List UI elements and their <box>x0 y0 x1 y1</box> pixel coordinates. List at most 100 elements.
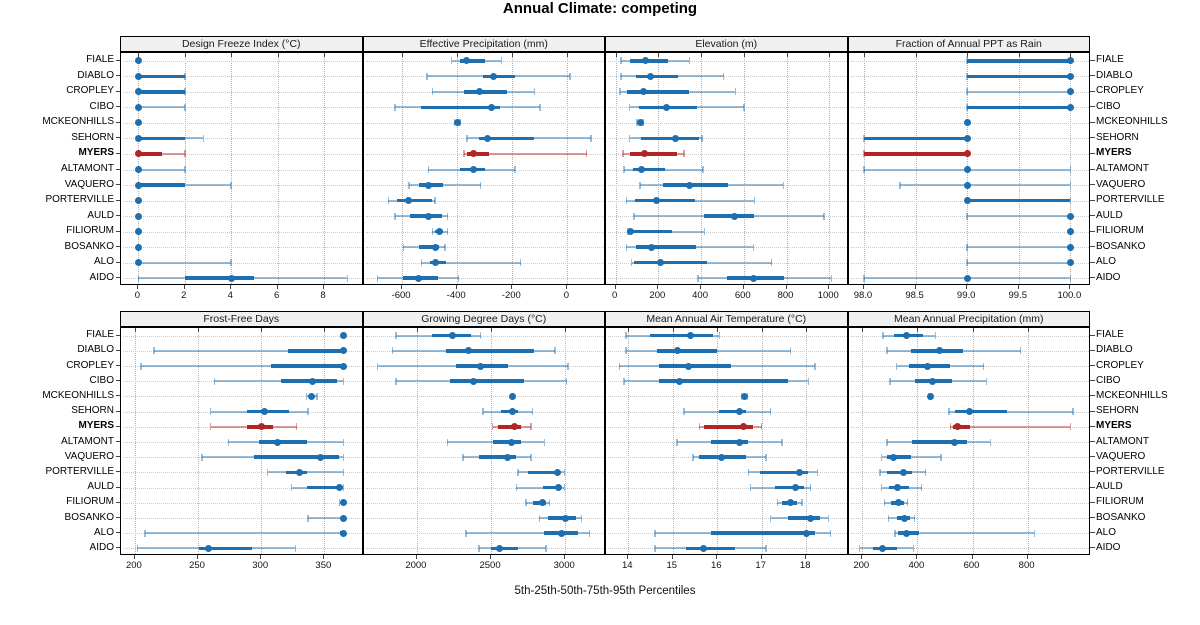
axis-tick-label: 250 <box>189 560 205 571</box>
whisker-cap-right <box>913 514 916 522</box>
site-label-right: ALO <box>1096 526 1117 538</box>
median-dot <box>656 259 664 267</box>
iqr-bar-25-75 <box>967 74 1071 79</box>
whisker-cap-left <box>654 544 656 552</box>
whisker-cap-left <box>209 408 212 416</box>
whisker-cap-right <box>307 408 309 416</box>
axis-tick-top <box>565 328 567 332</box>
whisker-cap-right <box>548 499 551 507</box>
whisker-cap-left <box>886 438 888 446</box>
row-tick-left <box>115 261 120 263</box>
iqr-bar-25-75 <box>459 59 485 63</box>
median-dot <box>431 259 439 267</box>
row-gridline <box>123 122 362 124</box>
median-dot <box>1066 228 1074 236</box>
whisker-cap-left <box>654 529 656 537</box>
row-gridline <box>123 487 362 489</box>
whisker-cap-right <box>734 88 736 96</box>
row-gridline <box>123 335 362 337</box>
vertical-gridline <box>761 328 763 554</box>
row-tick-left <box>115 456 120 458</box>
vertical-gridline <box>672 328 674 554</box>
axis-tick-label: 600 <box>963 560 980 571</box>
iqr-bar-25-75 <box>788 516 820 520</box>
axis-tick-bottom <box>323 285 325 289</box>
whisker-cap-right <box>565 377 568 385</box>
axis-tick-top <box>786 53 788 57</box>
row-gridline <box>123 216 362 218</box>
median-dot <box>470 166 478 173</box>
axis-tick-label: 400 <box>692 290 708 301</box>
row-gridline <box>608 396 847 398</box>
whisker-cap-right <box>230 181 232 189</box>
iqr-bar-25-75 <box>492 440 522 444</box>
row-gridline <box>123 350 362 352</box>
median-dot <box>671 134 679 142</box>
row-tick-left <box>115 532 120 534</box>
whisker-cap-left <box>431 228 434 236</box>
whisker-cap-right <box>718 332 721 340</box>
site-label-right: MYERS <box>1096 147 1132 159</box>
row-tick-left <box>115 471 120 473</box>
row-tick-right <box>1090 246 1095 248</box>
whisker-cap-left <box>144 529 146 537</box>
row-tick-left <box>115 349 120 351</box>
row-gridline <box>123 411 362 413</box>
whisker-cap-right <box>809 484 812 492</box>
whisker-cap-left <box>889 377 891 385</box>
median-dot <box>134 243 142 251</box>
site-label-left: FILIORUM <box>66 225 114 237</box>
plot-area <box>605 52 848 285</box>
iqr-bar-25-75 <box>199 546 253 551</box>
whisker-cap-right <box>446 212 449 220</box>
whisker-cap-right <box>770 259 773 267</box>
whisker-cap-right <box>1033 529 1036 537</box>
row-tick-left <box>115 137 120 139</box>
iqr-bar-25-75 <box>967 59 1071 63</box>
panel-strip: Fraction of Annual PPT as Rain <box>847 36 1090 52</box>
row-tick-right <box>1090 277 1095 279</box>
iqr-bar-25-75 <box>629 229 673 234</box>
whisker-cap-left <box>620 72 622 80</box>
whisker-5-95 <box>967 246 1071 249</box>
row-tick-left <box>115 75 120 77</box>
site-label-right: DIABLO <box>1096 344 1133 356</box>
site-label-left: ALTAMONT <box>61 163 114 174</box>
whisker-cap-right <box>342 377 345 385</box>
panel-strip: Effective Precipitation (mm) <box>362 36 605 52</box>
axis-tick-bottom <box>197 555 199 559</box>
iqr-bar-25-75 <box>629 152 677 156</box>
whisker-5-95 <box>967 90 1071 93</box>
iqr-bar-25-75 <box>710 531 816 535</box>
axis-tick-bottom <box>671 555 673 559</box>
row-gridline <box>608 169 847 171</box>
panel-strip: Frost-Free Days <box>120 311 363 327</box>
site-label-left: BOSANKO <box>64 240 114 252</box>
row-tick-right <box>1090 184 1095 186</box>
iqr-bar-25-75 <box>445 349 535 353</box>
row-gridline <box>608 138 847 140</box>
median-dot <box>134 197 142 205</box>
whisker-cap-left <box>462 453 464 461</box>
axis-tick-bottom <box>627 555 629 559</box>
median-dot <box>637 166 645 173</box>
axis-tick-top <box>658 53 660 57</box>
vertical-gridline <box>915 53 917 284</box>
row-tick-left <box>115 410 120 412</box>
whisker-cap-right <box>1069 181 1072 189</box>
whisker-cap-right <box>1069 274 1072 282</box>
site-label-right: BOSANKO <box>1096 240 1146 252</box>
median-dot <box>685 181 693 189</box>
axis-tick-top <box>261 328 263 332</box>
whisker-cap-left <box>887 514 890 522</box>
axis-tick-top <box>231 53 233 57</box>
axis-tick-top <box>761 328 763 332</box>
whisker-cap-left <box>880 453 883 461</box>
whisker-cap-right <box>342 468 345 476</box>
iqr-bar-25-75 <box>659 364 731 368</box>
whisker-cap-right <box>760 423 763 431</box>
median-dot <box>636 119 644 127</box>
site-label-right: FILIORUM <box>1096 496 1144 508</box>
vertical-gridline <box>701 53 703 284</box>
whisker-cap-left <box>628 134 631 142</box>
